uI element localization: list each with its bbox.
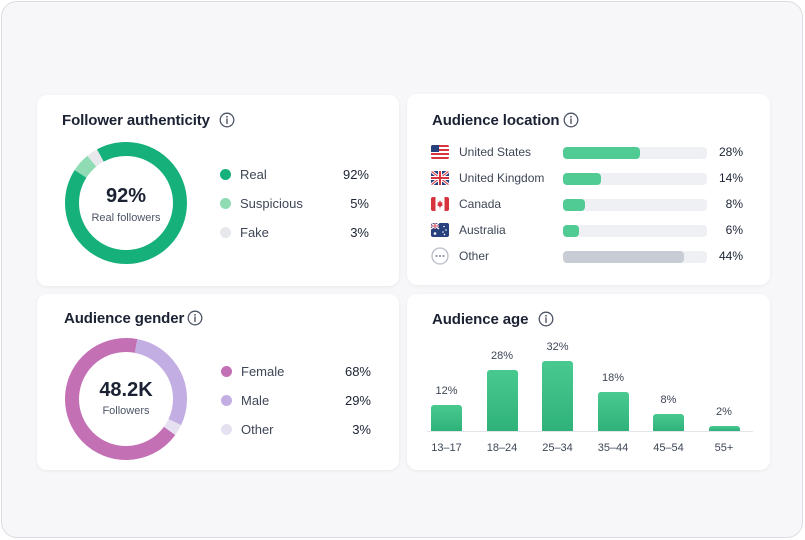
age-bar-label: 8% xyxy=(660,393,677,406)
legend-dot xyxy=(220,197,231,209)
donut-center-value: 92% xyxy=(105,185,147,207)
audience-gender-card: Audience gender 48.2K Followers Female 6… xyxy=(37,294,399,470)
card-title: Follower authenticity xyxy=(62,112,210,129)
legend-dot xyxy=(221,365,232,377)
age-bar xyxy=(708,426,740,431)
gender-donut-chart xyxy=(65,338,187,460)
age-category-label: 55+ xyxy=(714,442,734,454)
location-bar-fill xyxy=(563,251,684,263)
legend-value: 3% xyxy=(352,422,371,437)
other-dots-icon xyxy=(431,247,449,265)
location-bar-track xyxy=(563,251,707,263)
location-row-other: Other 44% xyxy=(407,246,769,268)
gender-slice-male xyxy=(65,338,187,460)
age-bar-label: 32% xyxy=(546,341,569,353)
age-category-label: 13–17 xyxy=(431,442,462,454)
location-value: 28% xyxy=(718,145,743,159)
legend-dot xyxy=(220,168,231,180)
legend-item-male: Male xyxy=(221,390,269,410)
legend-label: Other xyxy=(241,421,274,437)
legend-item-real: Real xyxy=(220,164,267,184)
legend-item-female: Female xyxy=(221,361,284,381)
us-flag-icon xyxy=(431,145,449,159)
location-name: United States xyxy=(459,145,532,159)
legend-value: 68% xyxy=(344,364,371,379)
legend-item-other: Other xyxy=(221,419,274,439)
card-title: Audience location xyxy=(432,112,560,129)
location-row-united-kingdom: United Kingdom 14% xyxy=(407,168,769,190)
location-name: United Kingdom xyxy=(459,171,545,185)
location-bar-fill xyxy=(563,173,602,185)
donut-center-label: Real followers xyxy=(91,212,161,224)
location-bar-fill xyxy=(563,225,580,237)
age-category-label: 25–34 xyxy=(542,442,573,454)
legend-dot xyxy=(221,423,232,435)
follower-authenticity-card: Follower authenticity 92% Real followers… xyxy=(37,95,399,286)
location-row-united-states: United States 28% xyxy=(407,142,769,164)
legend-item-fake: Fake xyxy=(220,222,269,242)
location-name: Australia xyxy=(459,223,506,237)
audience-age-card: Audience age 12% 13–17 28% 18–24 32% 25–34 18%… xyxy=(407,294,770,470)
location-value: 8% xyxy=(725,197,743,211)
age-bar-label: 18% xyxy=(601,371,625,384)
age-bar xyxy=(597,391,629,431)
location-name: Canada xyxy=(459,197,502,211)
legend-label: Female xyxy=(241,363,285,379)
legend-dot xyxy=(220,226,231,238)
uk-flag-icon xyxy=(431,171,449,185)
audience-location-card: Audience location United States 28% xyxy=(407,94,770,285)
location-name: Other xyxy=(459,249,490,263)
legend-label: Real xyxy=(240,166,267,182)
age-bar xyxy=(486,369,518,431)
canada-flag-icon xyxy=(431,197,449,211)
age-bar-label: 12% xyxy=(435,384,458,397)
location-value: 14% xyxy=(718,171,743,185)
legend-value: 29% xyxy=(344,393,371,408)
donut-center-label: Followers xyxy=(102,405,150,417)
location-bar-track xyxy=(563,173,707,185)
legend-value: 3% xyxy=(350,225,369,240)
age-category-label: 45–54 xyxy=(653,442,684,454)
location-bar-track xyxy=(563,225,707,237)
location-value: 6% xyxy=(725,223,743,237)
info-icon[interactable] xyxy=(538,311,554,327)
authenticity-slice-real xyxy=(65,142,187,264)
card-title: Audience age xyxy=(432,311,529,328)
legend-value: 92% xyxy=(342,167,369,182)
location-bar-fill xyxy=(563,147,640,159)
authenticity-donut-chart xyxy=(65,142,187,264)
legend-dot xyxy=(221,394,232,406)
location-row-canada: Canada 8% xyxy=(407,194,769,216)
age-category-label: 18–24 xyxy=(486,442,518,454)
age-bar xyxy=(653,413,684,431)
legend-value: 5% xyxy=(350,196,369,211)
info-icon[interactable] xyxy=(187,310,203,326)
age-bar xyxy=(542,361,573,431)
location-value: 44% xyxy=(718,249,743,263)
info-icon[interactable] xyxy=(219,112,235,128)
legend-item-suspicious: Suspicious xyxy=(220,193,303,213)
age-bar-label: 2% xyxy=(716,406,732,418)
location-bar-track xyxy=(563,199,707,211)
location-bar-track xyxy=(563,147,707,159)
age-bar-label: 28% xyxy=(490,349,514,362)
donut-center-value: 48.2K xyxy=(99,379,153,401)
age-chart-baseline xyxy=(427,431,753,432)
location-bar-fill xyxy=(563,199,585,211)
australia-flag-icon xyxy=(431,223,449,237)
legend-label: Suspicious xyxy=(240,195,303,211)
gender-slice-female xyxy=(65,338,187,460)
age-category-label: 35–44 xyxy=(597,442,629,454)
location-row-australia: Australia 6% xyxy=(407,220,769,242)
age-bar xyxy=(431,404,462,431)
info-icon[interactable] xyxy=(563,112,579,128)
card-title: Audience gender xyxy=(64,310,185,327)
legend-label: Male xyxy=(241,392,270,408)
legend-label: Fake xyxy=(240,224,269,240)
